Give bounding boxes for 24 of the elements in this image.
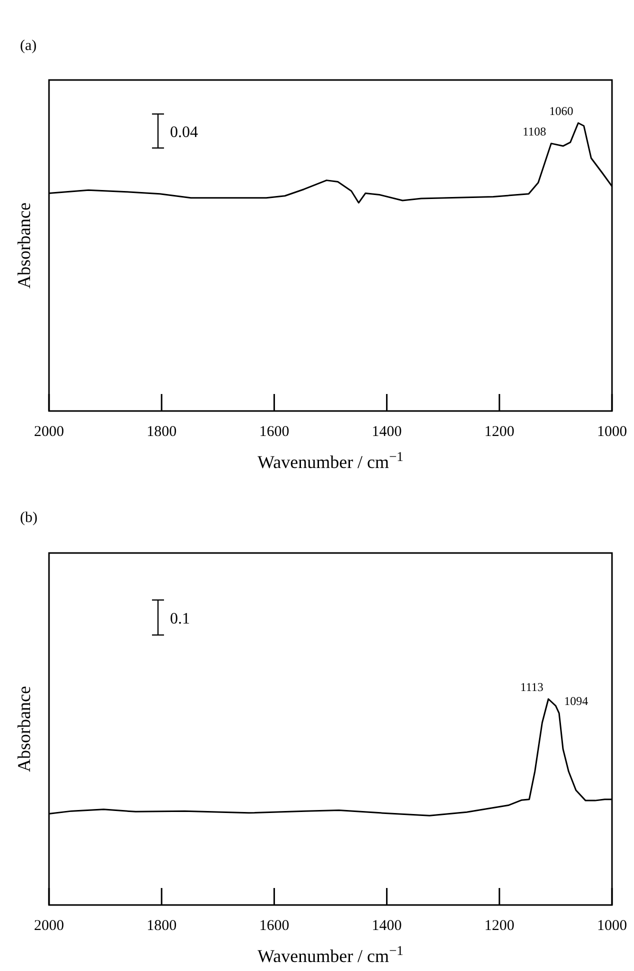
- x-tick-label: 1400: [372, 424, 402, 440]
- x-tick-label: 1800: [146, 424, 177, 440]
- x-axis-title: Wavenumber / cm$^{−1}$: [258, 942, 404, 966]
- x-tick-label: 1200: [484, 918, 514, 934]
- x-axis-title: Wavenumber / cm$^{−1}$: [258, 448, 404, 472]
- x-tick-label: 2000: [34, 918, 64, 934]
- x-tick-label: 1400: [372, 918, 402, 934]
- x-tick-label: 1600: [259, 918, 290, 934]
- chart-title: (a): [20, 38, 37, 54]
- y-axis-title: Absorbance: [14, 202, 34, 288]
- annotation: 1094: [564, 694, 588, 708]
- x-tick-label: 1800: [146, 918, 177, 934]
- annotation: 1060: [549, 104, 574, 118]
- chart-title: (b): [20, 510, 38, 526]
- text: 0.1: [170, 610, 190, 628]
- annotation: 1113: [520, 680, 544, 694]
- x-tick-label: 1000: [597, 918, 627, 934]
- x-tick-label: 1600: [259, 424, 290, 440]
- x-tick-label: 1200: [484, 424, 514, 440]
- x-tick-label: 1000: [597, 424, 627, 440]
- annotation: 1108: [522, 124, 546, 138]
- x-tick-label: 2000: [34, 424, 64, 440]
- y-axis-title: Absorbance: [14, 686, 34, 772]
- annotation: 0.04: [170, 124, 198, 141]
